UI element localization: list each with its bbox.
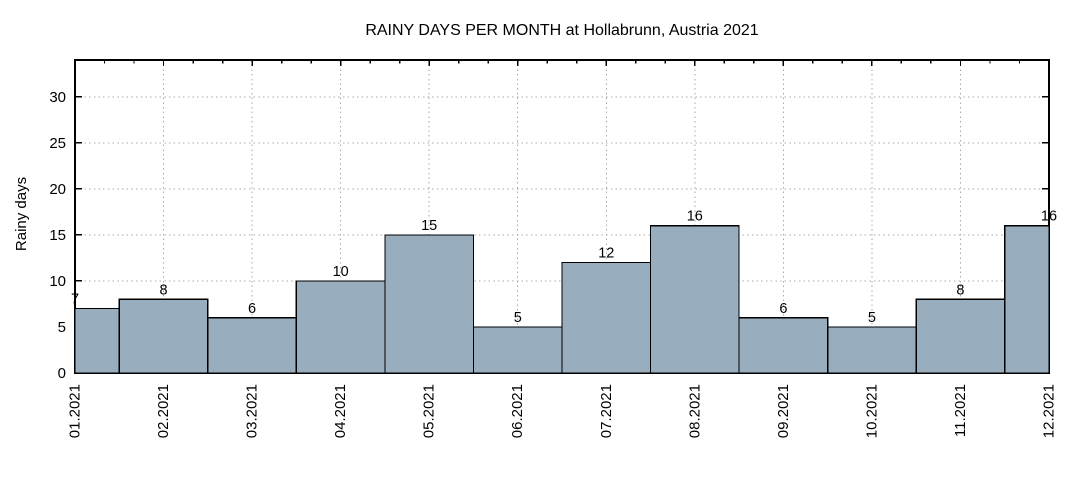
bar-10.2021 — [826, 326, 917, 374]
y-axis-title: Rainy days — [13, 177, 30, 251]
y-tick-label: 0 — [58, 365, 66, 382]
x-tick-label: 02.2021 — [155, 384, 172, 438]
x-tick-label: 01.2021 — [67, 384, 84, 438]
bar-08.2021 — [649, 225, 740, 374]
bar-01.2021 — [74, 307, 120, 374]
bar-value-label: 8 — [160, 282, 168, 298]
bar-12.2021 — [1004, 225, 1050, 374]
x-tick-label: 09.2021 — [775, 384, 792, 438]
y-tick-label: 10 — [49, 273, 66, 290]
y-tick-label: 5 — [58, 319, 66, 336]
y-tick-label: 20 — [49, 181, 66, 198]
bar-11.2021 — [915, 298, 1006, 374]
bar-value-label: 8 — [956, 282, 964, 298]
bar-value-label: 12 — [598, 246, 614, 262]
bar-value-label: 6 — [248, 301, 256, 317]
bar-value-label: 7 — [71, 292, 79, 308]
bar-05.2021 — [384, 234, 475, 374]
y-tick-label: 15 — [49, 227, 66, 244]
bar-value-label: 5 — [514, 310, 522, 326]
chart-title: RAINY DAYS PER MONTH at Hollabrunn, Aust… — [365, 22, 758, 39]
bar-value-label: 10 — [333, 264, 349, 280]
x-tick-label: 05.2021 — [421, 384, 438, 438]
x-tick-label: 08.2021 — [686, 384, 703, 438]
x-tick-label: 11.2021 — [952, 384, 969, 437]
bar-value-label: 6 — [779, 301, 787, 317]
bar-value-label: 16 — [1041, 209, 1057, 225]
bar-value-label: 15 — [421, 218, 437, 234]
bar-02.2021 — [118, 298, 209, 374]
x-tick-label: 06.2021 — [509, 384, 526, 438]
x-tick-label: 07.2021 — [598, 384, 615, 438]
x-tick-label: 04.2021 — [332, 384, 349, 438]
x-tick-label: 12.2021 — [1041, 384, 1058, 438]
bar-value-label: 5 — [868, 310, 876, 326]
y-tick-label: 30 — [49, 89, 66, 106]
x-tick-label: 03.2021 — [244, 384, 261, 438]
bar-06.2021 — [472, 326, 563, 374]
bar-03.2021 — [207, 317, 298, 374]
bar-09.2021 — [738, 317, 829, 374]
bar-07.2021 — [561, 261, 652, 374]
bar-04.2021 — [295, 280, 386, 374]
y-tick-label: 25 — [49, 135, 66, 152]
x-tick-label: 10.2021 — [863, 384, 880, 438]
bar-value-label: 16 — [687, 209, 703, 225]
plot-layer: 0 5 10 15 20 25 30 7 01.2021 8 02.2021 6 03.2021 10 04… — [49, 59, 1058, 438]
